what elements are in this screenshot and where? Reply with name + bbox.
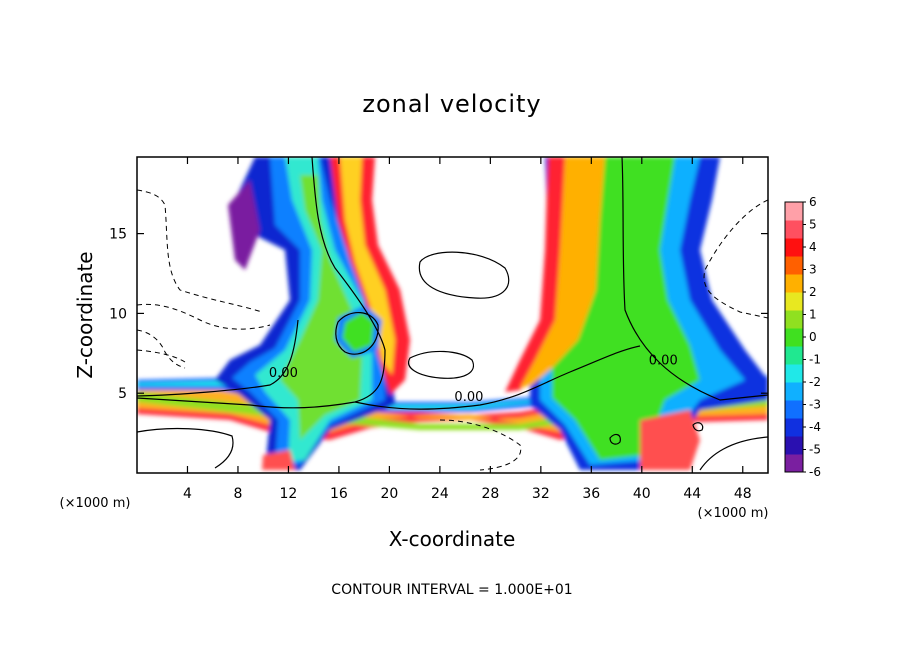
colorbar-swatch <box>785 328 803 347</box>
x-tick-label: 28 <box>481 486 499 502</box>
colorbar-tick-label: -6 <box>809 465 821 479</box>
x-tick-label: 44 <box>683 486 701 502</box>
colorbar-swatch <box>785 274 803 293</box>
colorbar-swatch <box>785 454 803 473</box>
colorbar-tick-label: 6 <box>809 195 817 209</box>
colorbar-swatch <box>785 238 803 257</box>
colorbar-swatch <box>785 364 803 383</box>
y-tick-label: 5 <box>118 386 127 402</box>
negative-contours <box>137 189 768 471</box>
x-tick-label: 36 <box>582 486 600 502</box>
y-tick-label: 15 <box>109 227 127 243</box>
x-tick-label: 24 <box>431 486 449 502</box>
x-tick-label: 8 <box>233 486 242 502</box>
colorbar-swatch <box>785 256 803 275</box>
colorbar-tick-label: -2 <box>809 375 821 389</box>
contour-lines <box>137 157 768 471</box>
colorbar-tick-label: 3 <box>809 263 817 277</box>
colorbar-swatch <box>785 202 803 221</box>
colorbar-tick-label: -4 <box>809 420 821 434</box>
y-axis-title: Z-coordinate <box>73 251 97 378</box>
colorbar-swatch <box>785 292 803 311</box>
contour-labels: 0.00 0.00 0.00 <box>269 353 678 405</box>
contour-label: 0.00 <box>454 390 483 405</box>
x-tick-label: 48 <box>734 486 752 502</box>
chart-title: zonal velocity <box>362 90 541 118</box>
x-unit-right: (×1000 m) <box>698 506 769 521</box>
y-axis: 5 10 15 <box>109 227 768 402</box>
colorbar-tick-label: 2 <box>809 285 817 299</box>
x-tick-label: 32 <box>532 486 550 502</box>
colorbar-swatch <box>785 220 803 239</box>
colorbar-tick-label: -5 <box>809 443 821 457</box>
colorbar: 6 5 4 3 2 1 0 -1 -2 -3 -4 -5 -6 <box>784 195 821 479</box>
x-tick-label: 40 <box>633 486 651 502</box>
x-unit-left: (×1000 m) <box>60 496 131 511</box>
x-tick-label: 4 <box>183 486 192 502</box>
contour-label: 0.00 <box>649 353 678 368</box>
colorbar-swatch <box>785 382 803 401</box>
x-tick-label: 16 <box>330 486 348 502</box>
colorbar-tick-label: 0 <box>809 330 817 344</box>
contour-interval-note: CONTOUR INTERVAL = 1.000E+01 <box>331 582 572 598</box>
colorbar-tick-label: 5 <box>809 218 817 232</box>
colorbar-swatch <box>785 436 803 455</box>
colorbar-swatch <box>785 310 803 329</box>
x-tick-label: 20 <box>380 486 398 502</box>
y-tick-label: 10 <box>109 306 127 322</box>
plot-frame <box>136 156 769 474</box>
colorbar-tick-label: -3 <box>809 398 821 412</box>
colorbar-tick-label: 1 <box>809 308 817 322</box>
x-axis-title: X-coordinate <box>389 527 516 551</box>
colorbar-tick-label: -1 <box>809 353 821 367</box>
colorbar-tick-label: 4 <box>809 240 817 254</box>
velocity-field <box>137 157 768 473</box>
colorbar-swatch <box>785 400 803 419</box>
x-axis: 4 8 12 16 20 24 28 32 36 40 44 48 <box>183 157 752 502</box>
colorbar-swatch <box>785 346 803 365</box>
contour-label: 0.00 <box>269 366 298 381</box>
colorbar-swatch <box>785 418 803 437</box>
x-tick-label: 12 <box>280 486 298 502</box>
